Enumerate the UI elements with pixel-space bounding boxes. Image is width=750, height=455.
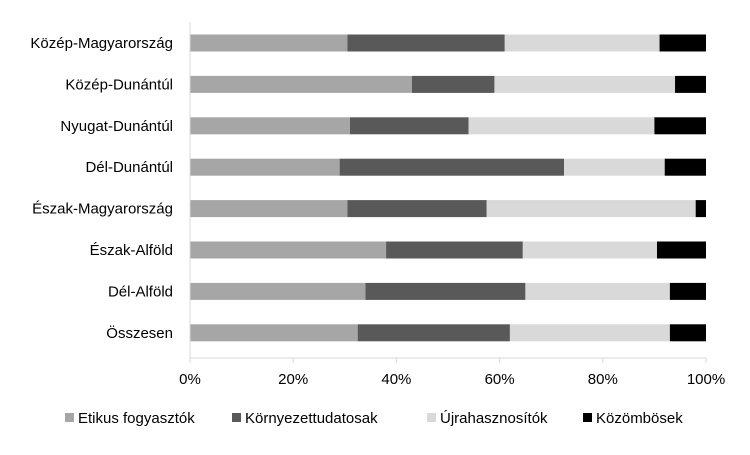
bar-segment [190,158,340,176]
bar-segment [386,241,523,259]
category-label: Közép-Dunántúl [65,76,173,93]
bar-segment [190,282,366,300]
x-tick-label: 40% [381,371,411,388]
x-tick-label: 60% [485,371,515,388]
bar-segment [365,282,526,300]
category-label: Nyugat-Dunántúl [60,118,173,135]
bar-segment [339,158,565,176]
bar-segment [357,324,510,342]
bar-segment [669,282,706,300]
bar-segment [349,117,469,135]
legend-swatch [583,413,592,422]
x-tick-label: 100% [687,371,725,388]
legend-swatch [65,413,74,422]
bar-segment [190,200,348,218]
category-label: Közép-Magyarország [30,35,173,52]
bar-segment [564,158,665,176]
bar-segment [695,200,706,218]
bar-segment [347,34,505,52]
legend-swatch [232,413,241,422]
bar-segment [190,117,350,135]
bar-segment [190,241,387,259]
bar-segment [525,282,670,300]
bar-segment [494,75,676,93]
legend-label: Újrahasznosítók [440,410,548,427]
bar-segment [504,34,660,52]
bar-segment [190,75,412,93]
bars-group [190,34,706,342]
bar-segment [190,324,358,342]
legend-label: Etikus fogyasztók [78,410,195,427]
bar-segment [347,200,487,218]
bar-segment [522,241,657,259]
x-tick-label: 0% [179,371,201,388]
bar-segment [659,34,706,52]
x-tick-label: 20% [278,371,308,388]
legend-swatch [427,413,436,422]
bar-segment [468,117,655,135]
category-label: Észak-Alföld [90,242,173,259]
bar-segment [675,75,706,93]
bar-segment [190,34,348,52]
bar-segment [411,75,495,93]
bar-segment [486,200,696,218]
legend-label: Környezettudatosak [245,410,378,427]
category-label: Észak-Magyarország [32,201,173,218]
x-tick-label: 80% [588,371,618,388]
category-label: Dél-Dunántúl [85,159,173,176]
category-label: Dél-Alföld [108,283,173,300]
bar-segment [664,158,706,176]
category-label: Összesen [106,324,173,342]
bar-segment [669,324,706,342]
bar-segment [654,117,706,135]
legend-label: Közömbösek [596,410,683,427]
bar-segment [509,324,670,342]
bar-segment [656,241,706,259]
